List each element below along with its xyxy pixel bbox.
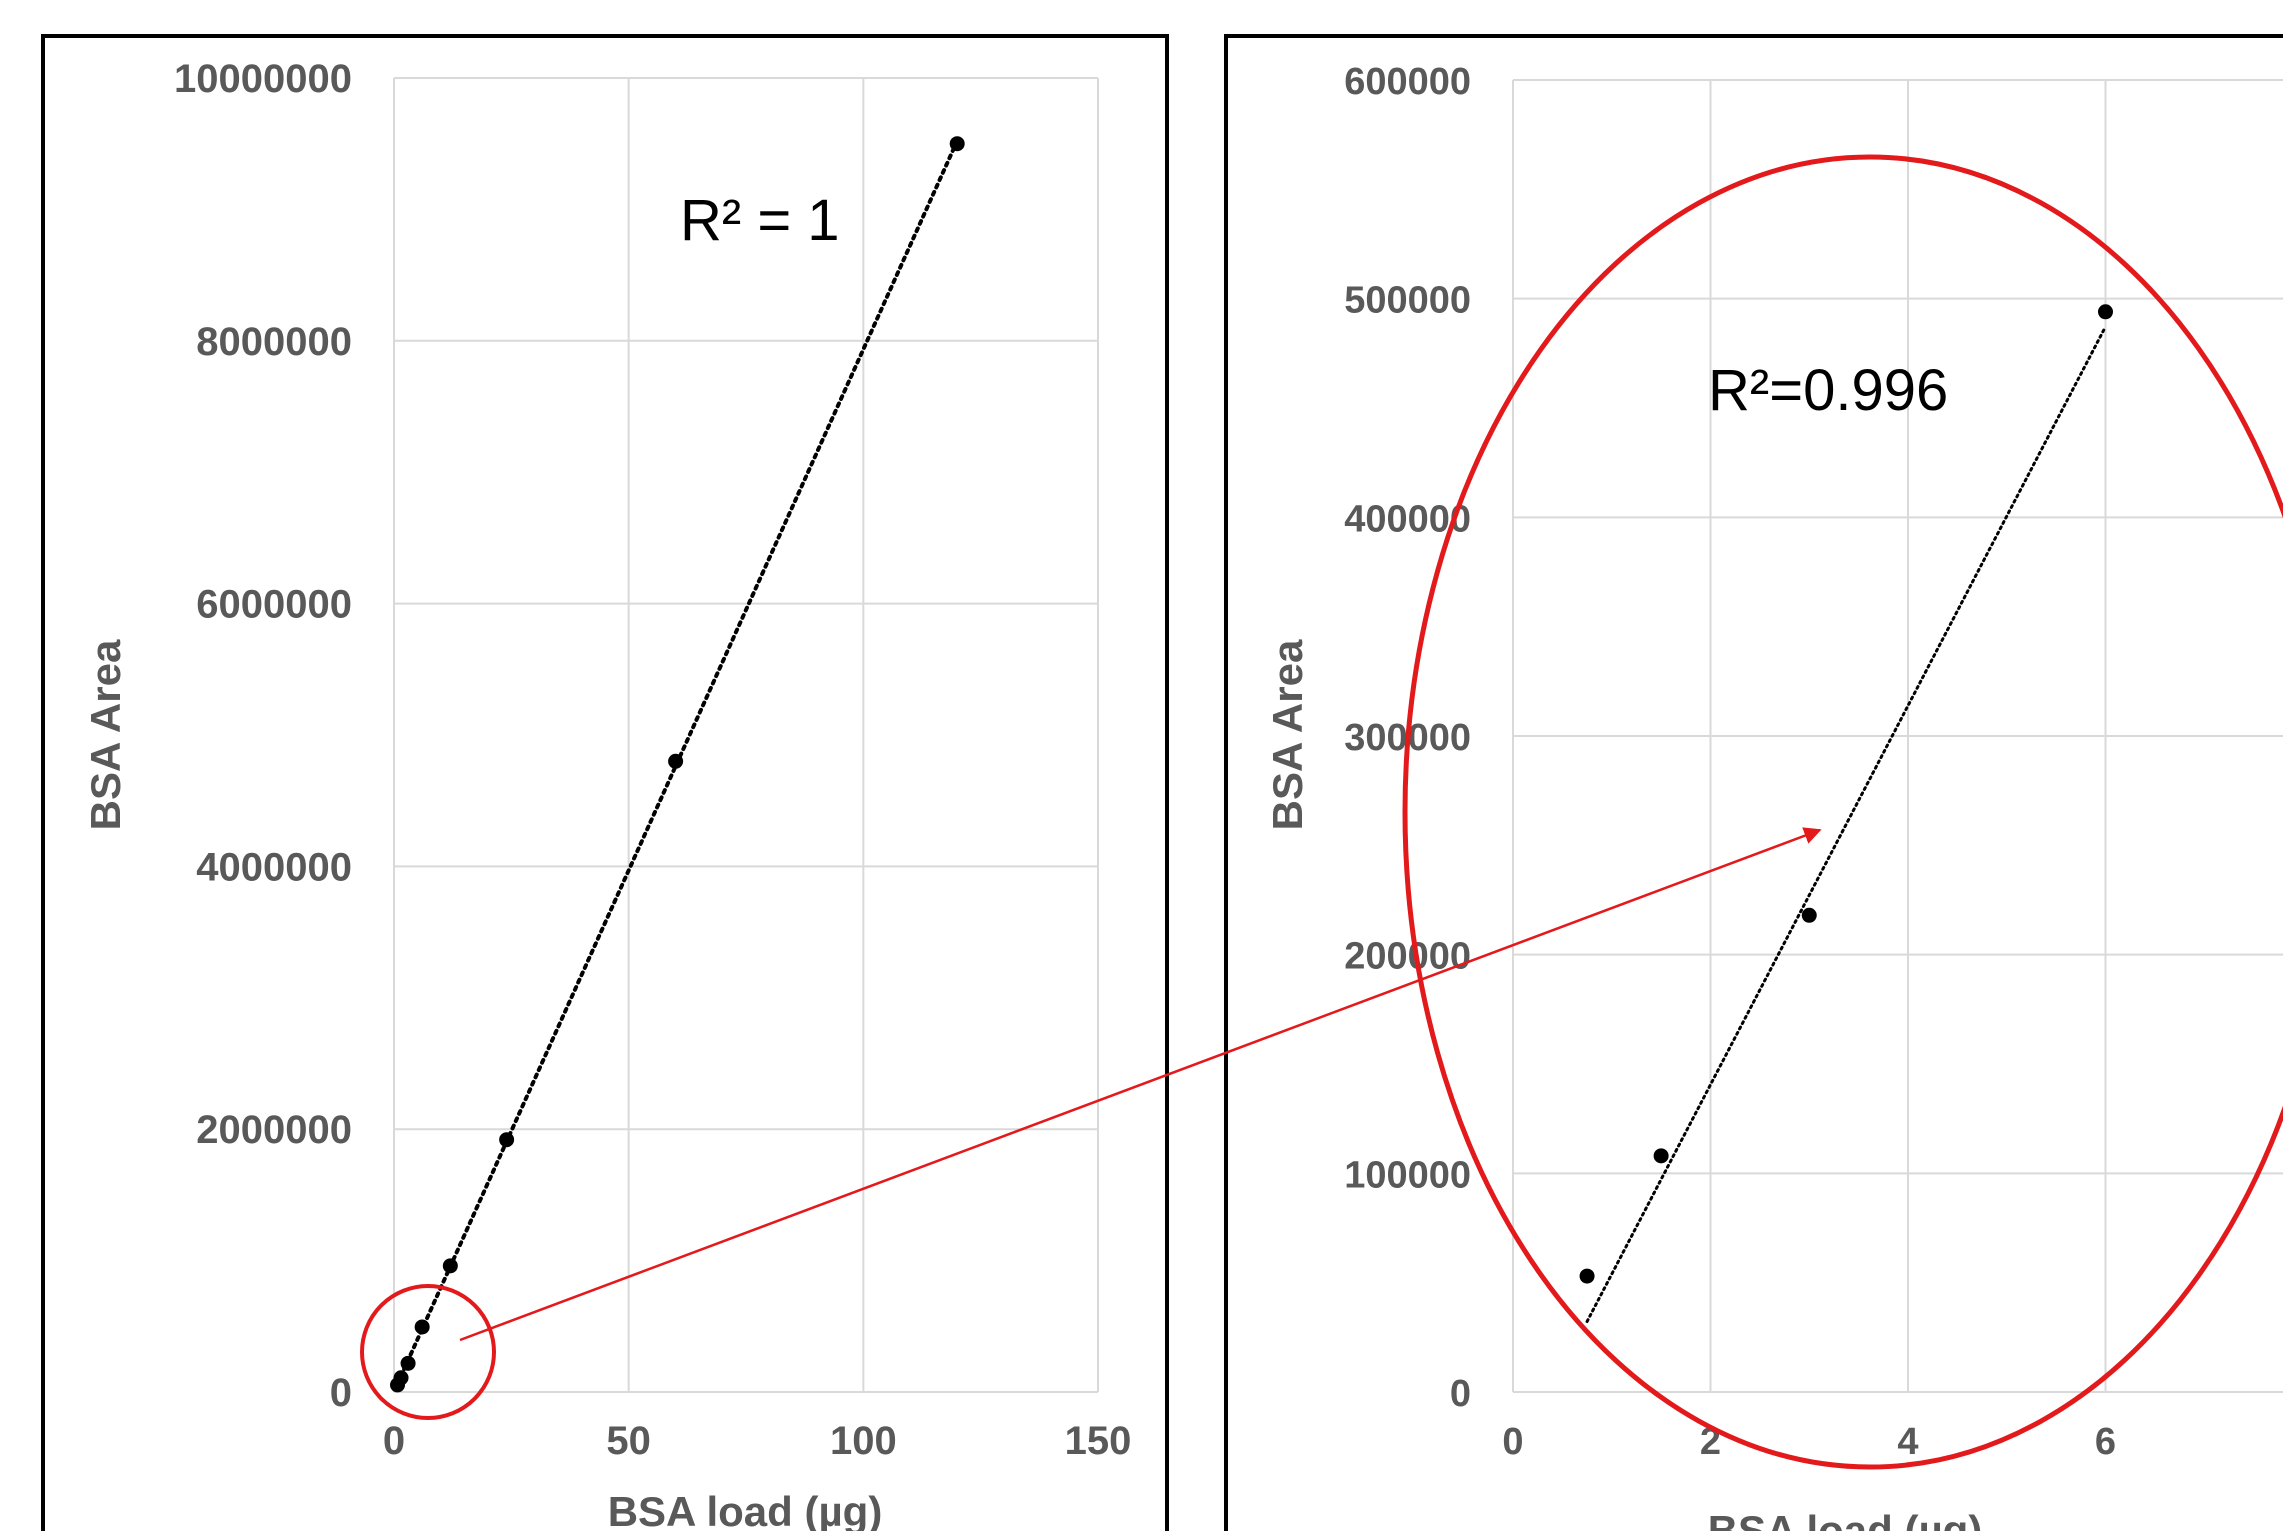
left-y-axis-title: BSA Area bbox=[82, 639, 129, 830]
right-data-point bbox=[1653, 1148, 1669, 1164]
right-y-tick-label: 500000 bbox=[1344, 280, 1471, 322]
left-data-point bbox=[442, 1258, 458, 1274]
right-data-points bbox=[1579, 304, 2113, 1284]
right-gridlines bbox=[1512, 79, 2283, 1393]
highlight-ellipse-large bbox=[1402, 154, 2283, 1470]
left-panel-frame bbox=[41, 34, 1169, 1531]
left-x-axis-title: BSA load (µg) bbox=[608, 1488, 883, 1531]
left-data-point bbox=[668, 753, 684, 769]
left-data-point bbox=[499, 1132, 515, 1148]
left-x-tick-label: 50 bbox=[606, 1419, 651, 1463]
left-r-squared-label: R² = 1 bbox=[680, 188, 840, 253]
right-panel-frame bbox=[1224, 34, 2283, 1531]
right-x-tick-label: 4 bbox=[1897, 1421, 1918, 1463]
left-data-point bbox=[414, 1319, 430, 1335]
left-y-tick-label: 0 bbox=[330, 1371, 352, 1415]
right-y-tick-label: 100000 bbox=[1344, 1154, 1471, 1196]
left-y-tick-label: 4000000 bbox=[196, 845, 352, 889]
right-y-tick-label: 200000 bbox=[1344, 936, 1471, 978]
right-trendline-path bbox=[1585, 325, 2107, 1324]
highlight-circle-small bbox=[360, 1284, 496, 1420]
right-y-tick-label: 0 bbox=[1450, 1373, 1471, 1415]
left-data-point bbox=[400, 1355, 416, 1371]
right-data-point bbox=[2098, 304, 2113, 320]
left-data-point bbox=[949, 136, 965, 152]
zoom-arrow bbox=[459, 827, 1822, 1342]
left-x-tick-label: 100 bbox=[830, 1419, 897, 1463]
left-gridlines bbox=[393, 77, 1099, 1393]
right-data-point bbox=[1579, 1268, 1595, 1284]
right-trendline bbox=[1585, 325, 2107, 1324]
left-x-tick-labels: 0 50 100 150 bbox=[383, 1419, 1132, 1463]
left-y-tick-label: 10000000 bbox=[174, 57, 352, 101]
right-r-squared-label: R²=0.996 bbox=[1708, 358, 1948, 423]
left-y-tick-label: 6000000 bbox=[196, 583, 352, 627]
right-x-tick-label: 0 bbox=[1502, 1421, 1523, 1463]
left-x-tick-label: 0 bbox=[383, 1419, 405, 1463]
left-y-tick-labels: 0 2000000 4000000 6000000 8000000 10000000 bbox=[174, 57, 352, 1415]
right-y-tick-label: 600000 bbox=[1344, 61, 1471, 103]
left-data-points bbox=[390, 136, 965, 1393]
left-data-point bbox=[393, 1370, 409, 1386]
right-x-axis-title: BSA load (µg) bbox=[1708, 1507, 1983, 1531]
left-y-tick-label: 2000000 bbox=[196, 1108, 352, 1152]
right-y-axis-title: BSA Area bbox=[1264, 639, 1311, 830]
right-x-tick-label: 6 bbox=[2095, 1421, 2116, 1463]
right-data-point bbox=[1801, 907, 1817, 923]
left-y-tick-label: 8000000 bbox=[196, 320, 352, 364]
left-x-tick-label: 150 bbox=[1065, 1419, 1132, 1463]
left-scatter-chart: 0 50 100 150 0 2000000 4000000 6000000 8000000 1… bbox=[82, 57, 1131, 1531]
